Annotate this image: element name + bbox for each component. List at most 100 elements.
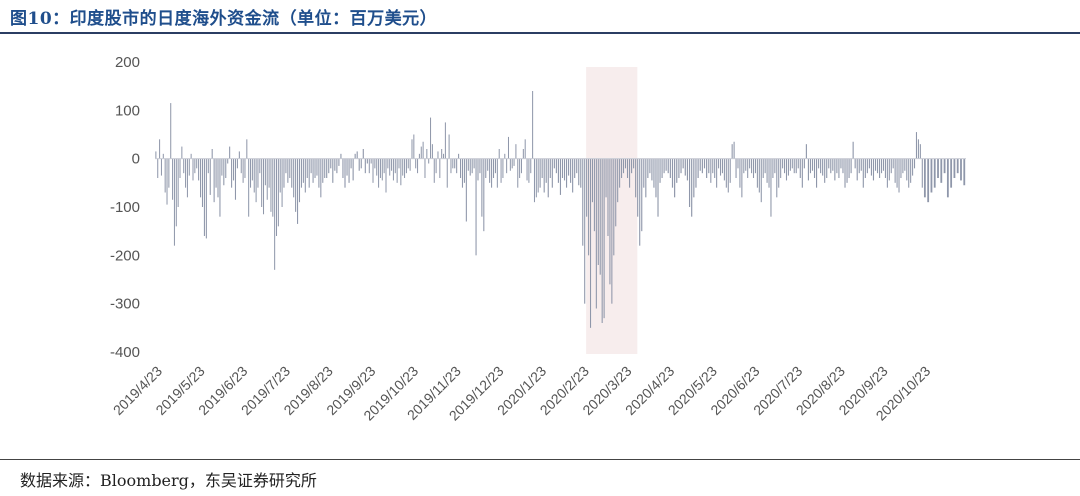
bar [756,158,758,188]
bar [346,158,348,176]
bar [506,158,508,174]
bar [250,158,252,188]
bar [559,158,562,195]
bar [921,158,923,188]
bar [745,158,747,171]
bar [524,139,526,159]
bar [621,158,623,178]
bar [175,158,177,227]
bar [340,153,342,159]
bar [844,158,846,188]
bar [304,158,306,193]
bar [446,158,448,188]
bar [433,158,435,183]
bar [200,158,202,198]
bar [404,158,406,178]
bar [770,158,772,217]
bar [850,158,852,174]
bar [754,158,756,174]
bar [186,158,188,198]
bar [822,158,824,176]
bar [381,158,383,181]
bar [805,144,807,159]
bar [617,158,619,203]
bar [334,158,336,171]
bar [872,158,875,181]
bar [444,122,446,159]
bar [492,158,495,178]
bar [268,158,270,188]
bar [607,158,609,236]
bar [328,158,330,174]
bar [791,158,793,169]
bar [816,158,818,188]
bar [411,139,413,159]
bar [563,158,566,181]
bar [801,158,803,188]
bar [441,149,443,159]
bar [797,158,799,169]
bar [502,158,504,178]
bar [372,158,374,183]
bar [511,158,513,169]
bar [362,149,364,159]
bar [461,158,464,188]
bar [684,158,686,176]
bar [659,158,661,183]
bar [437,151,439,159]
bar [613,158,615,256]
bar [846,158,848,183]
bar [721,158,723,174]
bar [413,134,415,159]
bar [854,158,856,169]
bar [712,158,714,174]
bar [609,158,611,285]
bar [209,158,211,195]
bar [866,158,868,174]
bar [927,158,930,203]
bar [882,158,885,171]
bar [820,158,822,174]
bar [768,158,770,188]
bar [589,158,592,328]
bar [884,158,886,178]
bar [591,158,593,203]
bar [293,158,295,198]
bar [507,136,509,159]
bar [657,158,659,217]
bar [500,158,502,183]
bar [708,158,710,174]
bar [688,158,691,207]
bar [378,158,380,188]
bar [374,158,376,169]
bar [856,158,858,181]
bar [731,144,733,159]
bar [198,158,200,181]
bar [539,158,541,188]
bar [576,158,578,174]
title-divider [0,32,1080,34]
bar [799,158,801,178]
bar [300,158,302,188]
bar [888,158,890,181]
bar [584,158,586,304]
bar [828,158,830,169]
bar [862,158,864,188]
bar-chart: 200 100 0 -100 -200 -300 -400 2019/4/232019/5/… [110,54,966,424]
bar [491,158,493,188]
bar [415,158,417,169]
bar [653,158,655,188]
bar [316,158,318,176]
bar [356,151,358,159]
bar [818,158,820,169]
bar [344,158,346,188]
bar [615,158,617,227]
bar [460,158,462,178]
bar [774,158,776,174]
bar [593,158,595,232]
bar [555,158,557,174]
bar [227,158,229,164]
bar [778,158,780,188]
bar [391,158,393,171]
bar [752,158,755,178]
